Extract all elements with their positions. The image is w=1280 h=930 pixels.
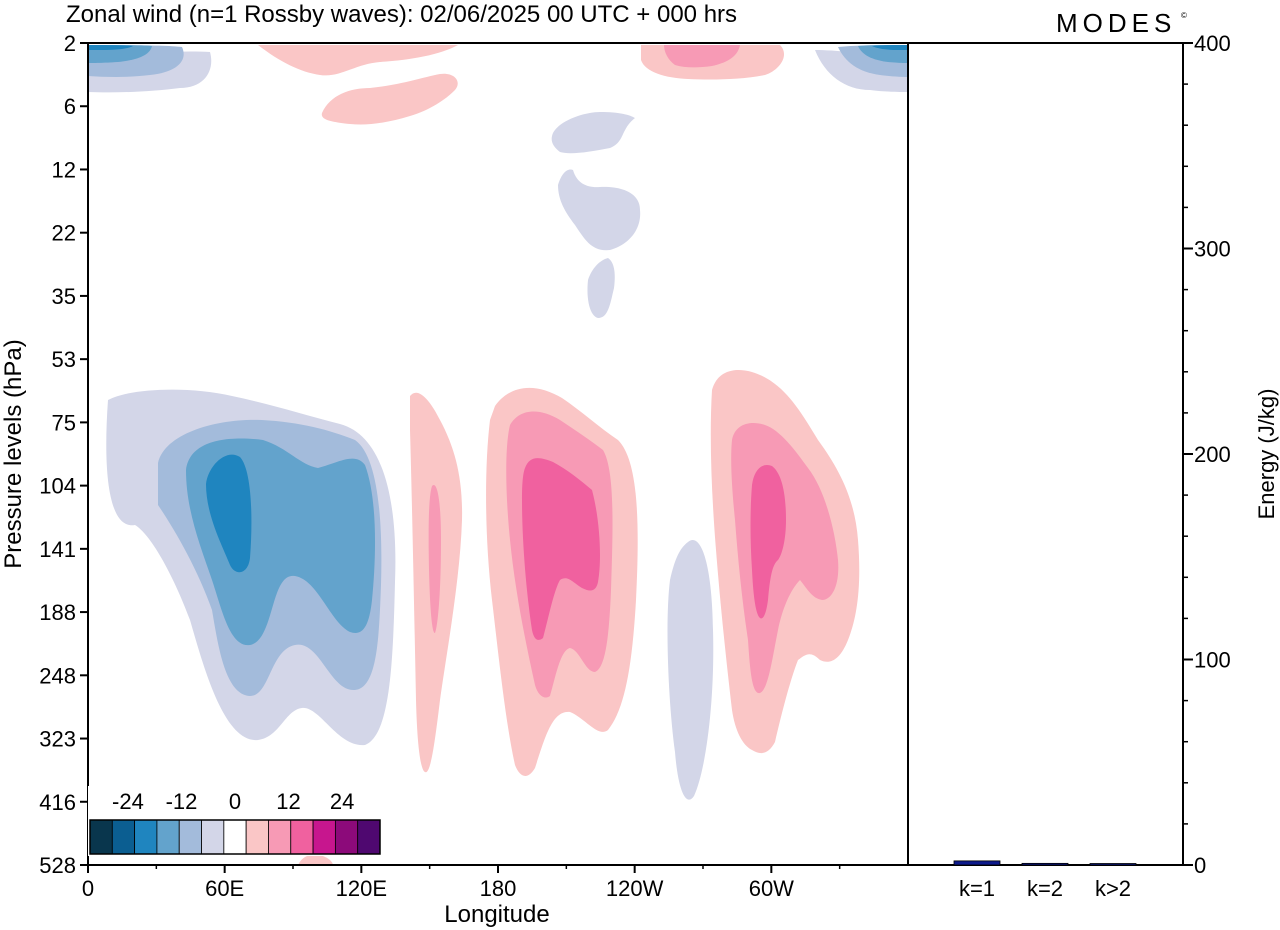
y-tick-label: 141 [39, 537, 76, 562]
negative-wind-region [587, 258, 615, 318]
logo-text: MODES [1056, 8, 1176, 38]
chart-title: Zonal wind (n=1 Rossby waves): 02/06/202… [66, 1, 737, 28]
colorbar-swatch [334, 819, 359, 855]
x-axis-label: Longitude [444, 901, 549, 928]
positive-wind-region [298, 854, 333, 865]
energy-bar [1089, 863, 1137, 866]
energy-bar [953, 860, 1001, 866]
energy-frame [907, 42, 1184, 866]
energy-panel: 0 100 200 300 400 k=1 k=2 k>2 Energy (J/kg) [907, 31, 1279, 901]
x-tick-label: 120W [606, 876, 664, 901]
positive-wind-contour-level [258, 45, 458, 76]
negative-wind-contour-level [88, 45, 133, 50]
energy-category-label: k>2 [1095, 876, 1131, 901]
colorbar-swatch [290, 819, 314, 855]
energy-tick-label: 100 [1194, 648, 1231, 673]
logo-mark: © [1181, 11, 1187, 20]
y-tick-label: 6 [64, 94, 76, 119]
energy-category-label: k=1 [959, 876, 995, 901]
positive-wind-region [321, 73, 458, 125]
colorbar-tick-label: 24 [330, 789, 354, 814]
negative-wind-contour-level [558, 169, 641, 251]
colorbar-swatch [156, 819, 180, 855]
x-axis: 0 60E 120E 180 120W 60W [82, 865, 841, 901]
y-axis: 2 6 12 22 35 53 75 104 141 188 248 323 416 528 [39, 31, 88, 878]
energy-bars: k=1 k=2 k>2 [953, 860, 1137, 901]
y-tick-label: 12 [52, 157, 76, 182]
negative-wind-region [106, 389, 396, 746]
colorbar-tick-label: -12 [166, 789, 198, 814]
y-tick-label: 2 [64, 31, 76, 56]
y-tick-label: 188 [39, 600, 76, 625]
colorbar-tick-label: 0 [229, 789, 241, 814]
positive-wind-contour-level [428, 484, 441, 634]
colorbar-tick-label: 12 [276, 789, 300, 814]
positive-wind-region [710, 369, 860, 754]
contour-plot [87, 42, 909, 866]
colorbar-swatch [111, 819, 136, 855]
y-tick-label: 53 [52, 347, 76, 372]
positive-wind-region [486, 387, 638, 776]
y-tick-label: 22 [52, 221, 76, 246]
colorbar-swatch [268, 819, 292, 855]
y-tick-label: 528 [39, 853, 76, 878]
y-tick-label: 35 [52, 284, 76, 309]
energy-category-label: k=2 [1027, 876, 1063, 901]
x-tick-label: 0 [82, 876, 94, 901]
colorbar-swatch [357, 819, 381, 855]
colorbar-swatch [312, 819, 336, 855]
colorbar-swatch [245, 819, 269, 855]
colorbar-swatch [201, 819, 225, 855]
negative-wind-region [558, 169, 641, 251]
positive-wind-contour-level [321, 73, 458, 125]
colorbar-swatch [223, 819, 247, 855]
energy-bar [1021, 862, 1069, 866]
negative-wind-contour-level [551, 112, 635, 154]
energy-tick-label: 200 [1194, 442, 1231, 467]
y-tick-label: 248 [39, 663, 76, 688]
energy-tick-label: 300 [1194, 237, 1231, 262]
colorbar-swatch [178, 819, 202, 855]
energy-tick-label: 0 [1194, 853, 1206, 878]
negative-wind-contour-level [206, 454, 252, 573]
colorbar-swatch [89, 819, 113, 855]
y-axis-label: Pressure levels (hPa) [0, 339, 27, 568]
negative-wind-region [815, 45, 908, 92]
positive-wind-contour-level [522, 458, 600, 640]
x-tick-label: 60W [749, 876, 794, 901]
colorbar-frame [89, 819, 381, 855]
modes-logo: MODES © [1056, 8, 1187, 38]
energy-axis: 0 100 200 300 400 [1183, 31, 1231, 878]
contour-field [88, 45, 908, 865]
y-tick-label: 75 [52, 410, 76, 435]
negative-wind-region [88, 45, 212, 93]
negative-wind-region [551, 112, 635, 154]
x-tick-label: 120E [336, 876, 387, 901]
x-tick-label: 180 [480, 876, 517, 901]
positive-wind-contour-level [664, 45, 740, 68]
negative-wind-contour-level [587, 258, 615, 318]
colorbar-tick-label: -24 [112, 789, 144, 814]
positive-wind-region [410, 392, 463, 773]
colorbar: -24 -12 0 12 24 [88, 786, 382, 856]
energy-tick-label: 400 [1194, 31, 1231, 56]
y-tick-label: 323 [39, 727, 76, 752]
negative-wind-contour-level [667, 540, 714, 800]
positive-wind-contour-level [298, 854, 333, 865]
negative-wind-contour-level [872, 45, 908, 50]
positive-wind-contour-level [750, 464, 786, 619]
x-tick-label: 60E [205, 876, 244, 901]
negative-wind-region [667, 540, 714, 800]
y-tick-label: 104 [39, 474, 76, 499]
positive-wind-region [258, 45, 458, 76]
colorbar-swatch [134, 819, 158, 855]
positive-wind-region [641, 45, 785, 80]
y-tick-label: 416 [39, 790, 76, 815]
energy-axis-label: Energy (J/kg) [1254, 389, 1279, 520]
